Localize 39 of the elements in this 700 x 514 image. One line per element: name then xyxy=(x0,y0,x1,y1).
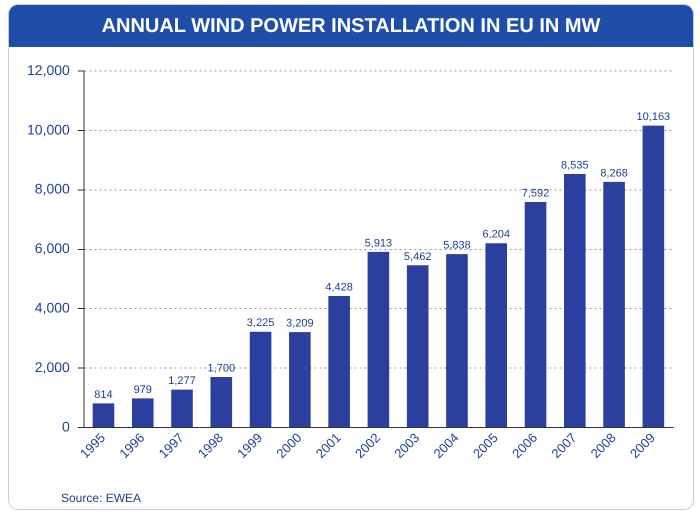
data-label: 8,268 xyxy=(600,167,628,180)
bar xyxy=(524,202,546,428)
y-tick-label: 6,000 xyxy=(34,240,70,256)
y-tick-label: 12,000 xyxy=(26,62,70,78)
bar xyxy=(171,390,193,428)
data-label: 10,163 xyxy=(636,111,670,124)
data-label: 5,462 xyxy=(404,250,432,263)
data-label: 3,225 xyxy=(246,317,274,330)
y-tick-label: 0 xyxy=(62,418,70,434)
y-tick-label: 8,000 xyxy=(34,180,70,197)
bar xyxy=(564,174,586,428)
data-label: 979 xyxy=(134,384,152,396)
y-tick-label: 2,000 xyxy=(34,358,70,375)
data-label: 1,277 xyxy=(168,375,196,388)
data-label: 7,592 xyxy=(522,187,550,200)
data-label: 1,700 xyxy=(208,362,236,375)
bar xyxy=(406,265,428,428)
data-label: 5,913 xyxy=(364,237,392,250)
bar xyxy=(642,126,664,428)
bar xyxy=(328,296,350,428)
data-label: 4,428 xyxy=(325,281,353,294)
bar xyxy=(289,332,311,428)
bar xyxy=(446,254,468,428)
bar xyxy=(92,403,114,428)
y-tick-label: 4,000 xyxy=(34,300,70,316)
y-tick-label: 10,000 xyxy=(26,121,70,138)
data-label: 814 xyxy=(94,388,113,401)
data-label: 3,209 xyxy=(286,318,314,330)
data-label: 5,838 xyxy=(443,240,471,252)
bar xyxy=(603,182,625,428)
data-label: 6,204 xyxy=(482,228,510,241)
bar xyxy=(368,252,390,428)
bar xyxy=(485,243,508,428)
bar xyxy=(132,398,154,428)
source-note: Source: EWEA xyxy=(61,491,142,505)
bar xyxy=(250,332,272,428)
bar xyxy=(210,377,232,428)
data-label: 8,535 xyxy=(561,159,589,172)
chart-title: ANNUAL WIND POWER INSTALLATION IN EU IN MW xyxy=(9,5,693,47)
